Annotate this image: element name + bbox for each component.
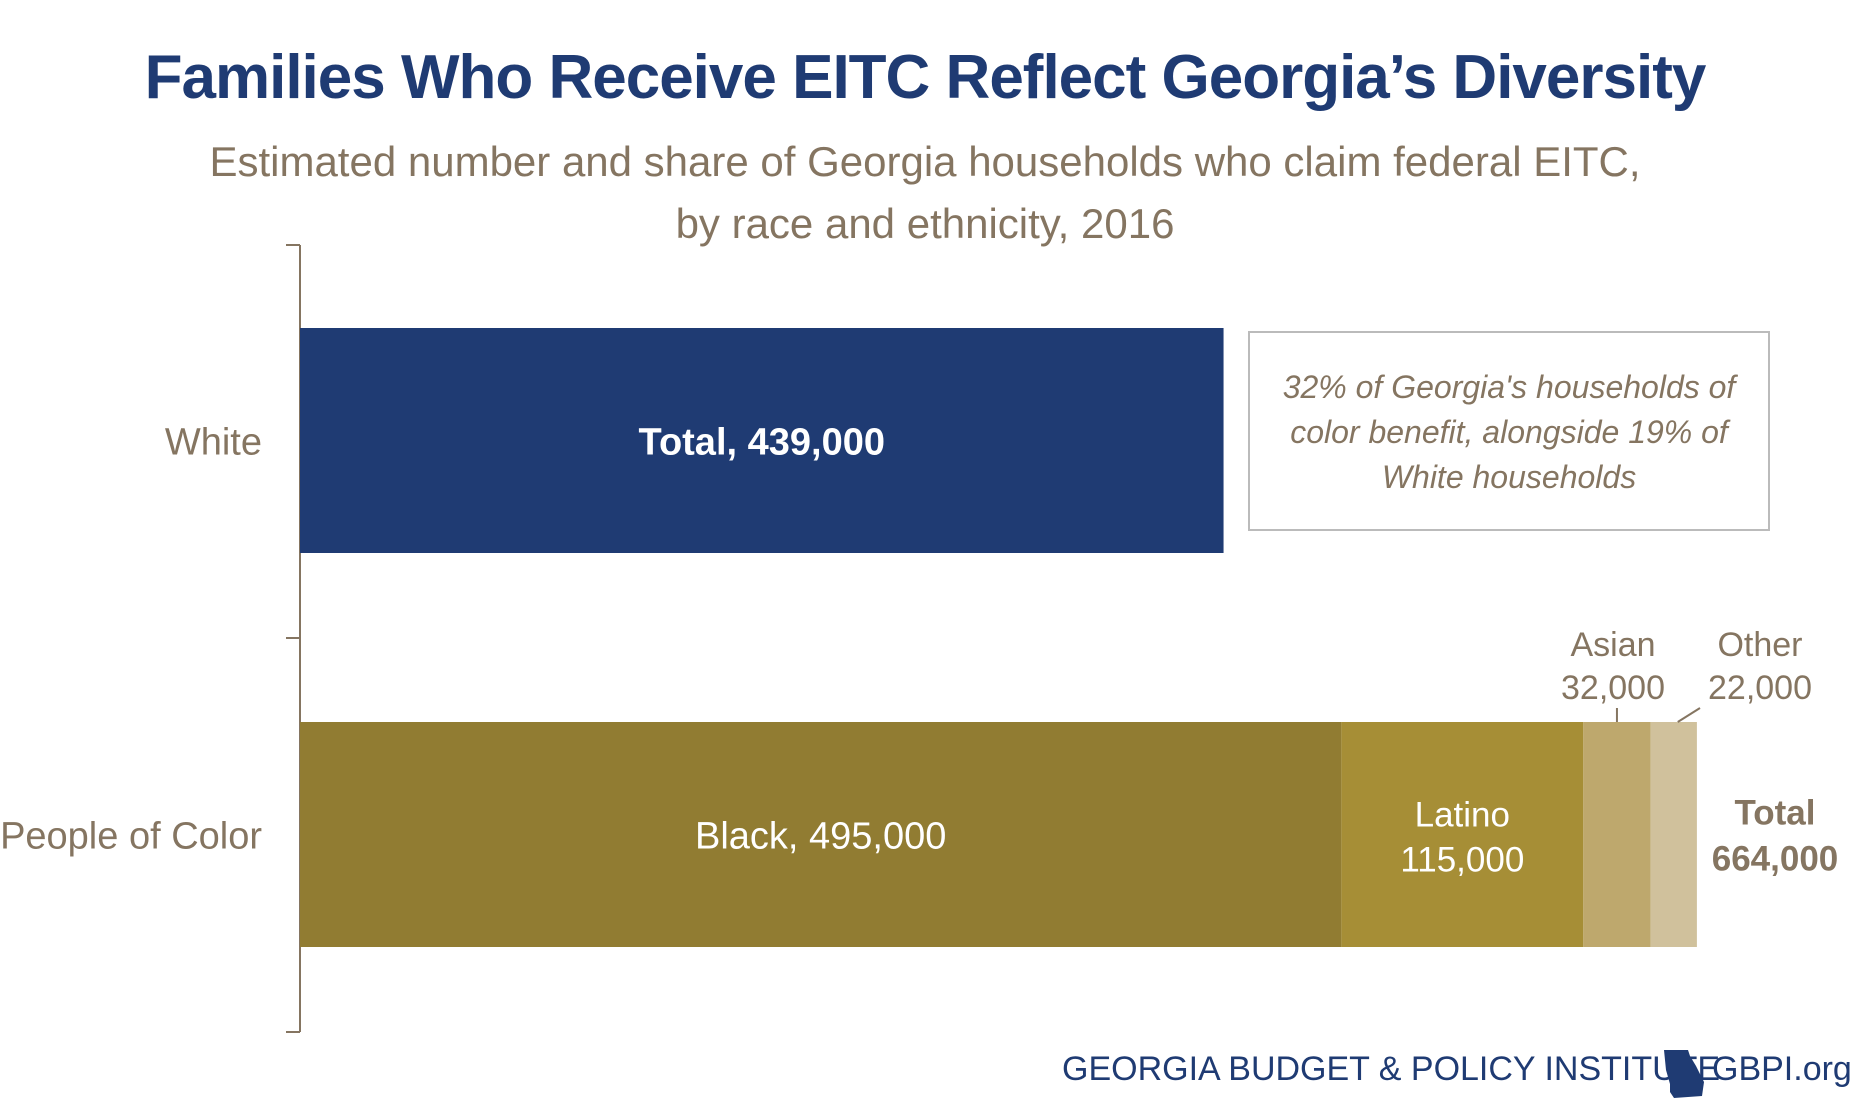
bar-label-other-value: 22,000 [1708,669,1812,707]
footer-org: GEORGIA BUDGET & POLICY INSTITUTE [1062,1050,1721,1088]
annotation-line-1: 32% of Georgia's households of [1283,369,1739,405]
leader-line-other [1677,707,1701,723]
bar-label-poc-total-value: 664,000 [1712,840,1839,879]
bar-label-latino-name: Latino [1415,796,1510,835]
bar-label-other-name: Other [1717,626,1802,664]
chart-subtitle-line1: Estimated number and share of Georgia ho… [209,138,1641,185]
bar-white [300,328,1224,553]
bar-other [1650,722,1697,947]
bar-label-asian-name: Asian [1570,626,1655,664]
bar-label-poc-total-word: Total [1734,794,1815,833]
annotation-line-3: White households [1382,459,1636,495]
bar-label-white-total: Total, 439,000 [639,422,885,464]
category-label-white: White [165,422,262,464]
category-label-people-of-color: People of Color [0,816,262,858]
annotation-line-2: color benefit, alongside 19% of [1290,414,1731,450]
chart-title: Families Who Receive EITC Reflect Georgi… [144,43,1707,112]
footer-site: GBPI.org [1712,1050,1850,1088]
bar-label-black: Black, 495,000 [695,816,946,858]
bar-black [300,722,1342,947]
bar-label-latino-value: 115,000 [1400,841,1524,880]
georgia-state-icon [1664,1050,1704,1098]
bar-asian [1583,722,1651,947]
annotation-box [1248,331,1770,531]
chart-subtitle-line2: by race and ethnicity, 2016 [675,200,1175,247]
bar-latino [1341,722,1584,947]
bar-label-asian-value: 32,000 [1561,669,1665,707]
